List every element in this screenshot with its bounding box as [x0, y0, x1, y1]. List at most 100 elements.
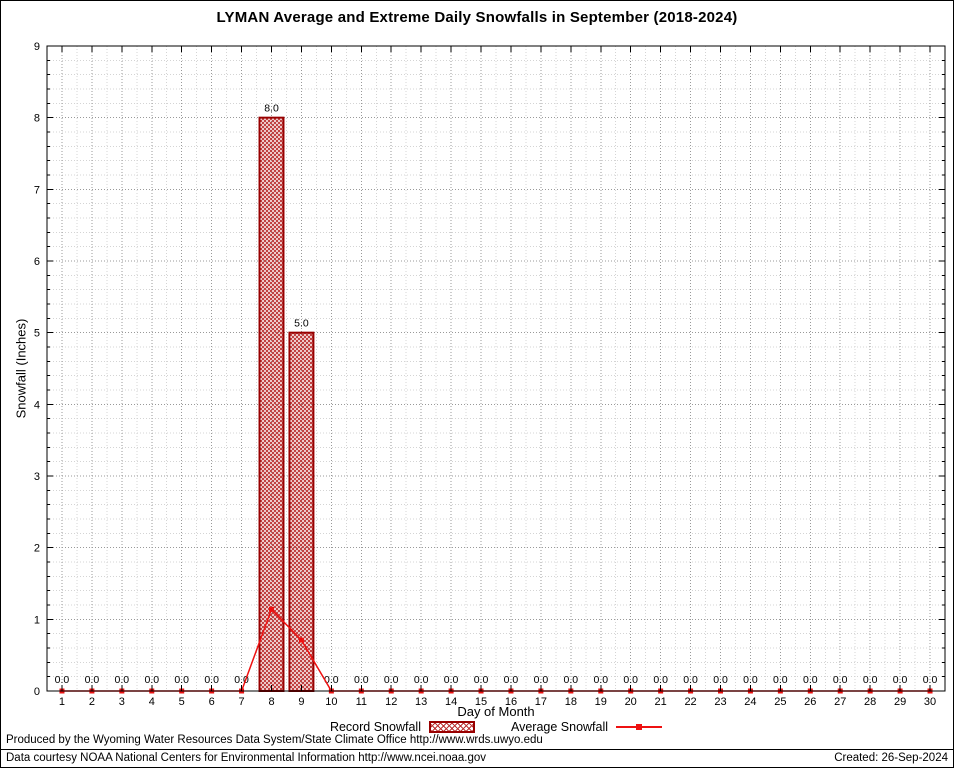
- value-label: 0.0: [773, 674, 788, 686]
- x-tick-label: 6: [209, 696, 215, 708]
- x-tick-label: 18: [565, 696, 577, 708]
- value-labels: 0.0 0.0 0.0 0.0 0.0 0.0 0.0 8.0 5.0 0.0 0.0 0.0 0.0 0…: [55, 103, 938, 686]
- legend: Record Snowfall Average Snowfall: [47, 720, 945, 734]
- grid-minor: [47, 46, 945, 691]
- x-tick-label: 29: [894, 696, 906, 708]
- x-tick-label: 30: [924, 696, 936, 708]
- x-tick-label: 1: [59, 696, 65, 708]
- y-tick-label: 9: [34, 41, 40, 53]
- average-marker: [298, 637, 304, 643]
- x-tick-label: 28: [864, 696, 876, 708]
- value-label: 0.0: [174, 674, 189, 686]
- value-label: 0.0: [593, 674, 608, 686]
- record-bars: [258, 116, 315, 692]
- value-label: 0.0: [55, 674, 70, 686]
- record-bar-swatch: [428, 721, 475, 733]
- x-tick-label: 26: [804, 696, 816, 708]
- footer-courtesy-text: Data courtesy NOAA National Centers for …: [6, 752, 487, 764]
- record-bar: [258, 116, 285, 692]
- average-line: [61, 607, 931, 692]
- x-tick-label: 22: [684, 696, 696, 708]
- footer-created-text: Created: 26-Sep-2024: [834, 752, 948, 764]
- y-tick-label: 2: [34, 543, 40, 555]
- value-label: 0.0: [384, 674, 399, 686]
- value-label: 0.0: [564, 674, 579, 686]
- value-label: 0.0: [204, 674, 219, 686]
- y-tick-labels: 0 1 2 3 4 5 6 7 8 9: [34, 41, 40, 698]
- average-line-swatch: [616, 721, 663, 733]
- value-label: 8.0: [264, 103, 279, 115]
- value-label: 0.0: [85, 674, 100, 686]
- footer: Produced by the Wyoming Water Resources …: [1, 732, 953, 767]
- plot-border: [46, 45, 946, 692]
- value-label: 0.0: [623, 674, 638, 686]
- value-label: 0.0: [144, 674, 159, 686]
- x-tick-label: 5: [179, 696, 185, 708]
- y-tick-label: 1: [34, 614, 40, 626]
- x-tick-label: 27: [834, 696, 846, 708]
- x-tick-label: 21: [655, 696, 667, 708]
- average-marker: [269, 606, 274, 612]
- plot-frame: [46, 45, 946, 692]
- x-tick-label: 24: [744, 696, 756, 708]
- value-label: 0.0: [354, 674, 369, 686]
- x-tick-label: 2: [89, 696, 95, 708]
- value-label: 0.0: [504, 674, 519, 686]
- value-label: 0.0: [324, 674, 339, 686]
- y-tick-label: 4: [34, 399, 40, 411]
- x-tick-label: 25: [774, 696, 786, 708]
- value-label: 0.0: [863, 674, 878, 686]
- footer-produced-text: Produced by the Wyoming Water Resources …: [6, 734, 543, 746]
- value-label: 0.0: [474, 674, 489, 686]
- value-label: 5.0: [294, 318, 309, 330]
- x-axis-label: Day of Month: [457, 704, 535, 719]
- point-marker-sample: [636, 724, 643, 730]
- value-label: 0.0: [234, 674, 249, 686]
- value-label: 0.0: [683, 674, 698, 686]
- x-tick-label: 7: [239, 696, 245, 708]
- x-tick-label: 14: [445, 696, 457, 708]
- value-label: 0.0: [743, 674, 758, 686]
- y-tick-label: 5: [34, 328, 40, 340]
- x-tick-label: 9: [298, 696, 304, 708]
- value-label: 0.0: [833, 674, 848, 686]
- x-tick-label: 19: [595, 696, 607, 708]
- x-tick-label: 10: [325, 696, 337, 708]
- y-tick-label: 8: [34, 113, 40, 125]
- x-tick-label: 15: [475, 696, 487, 708]
- value-label: 0.0: [534, 674, 549, 686]
- footer-bottom-row: Data courtesy NOAA National Centers for …: [1, 750, 953, 767]
- x-tick-labels: 1 2 3 4 5 6 7 8 9 10 11 12 13 14 15 16 17 18 19 20 21 22 23 24 2…: [59, 696, 936, 708]
- y-tick-label: 6: [34, 256, 40, 268]
- chart-title: LYMAN Average and Extreme Daily Snowfall…: [216, 9, 738, 26]
- x-tick-label: 3: [119, 696, 125, 708]
- x-tick-label: 12: [385, 696, 397, 708]
- legend-item-record: Record Snowfall: [330, 720, 475, 734]
- value-label: 0.0: [444, 674, 459, 686]
- legend-item-average: Average Snowfall: [510, 720, 663, 734]
- y-tick-label: 0: [34, 686, 40, 698]
- x-tick-label: 8: [268, 696, 274, 708]
- legend-average-label: Average Snowfall: [510, 720, 609, 734]
- value-label: 0.0: [713, 674, 728, 686]
- value-label: 0.0: [893, 674, 908, 686]
- x-tick-label: 16: [505, 696, 517, 708]
- value-label: 0.0: [803, 674, 818, 686]
- x-tick-label: 17: [535, 696, 547, 708]
- value-label: 0.0: [414, 674, 429, 686]
- y-tick-label: 7: [34, 184, 40, 196]
- x-tick-label: 13: [415, 696, 427, 708]
- x-tick-label: 4: [149, 696, 155, 708]
- x-tick-label: 23: [714, 696, 726, 708]
- value-label: 0.0: [115, 674, 130, 686]
- footer-separator: [1, 749, 953, 750]
- x-tick-label: 11: [356, 696, 367, 708]
- y-tick-label: 3: [34, 471, 40, 483]
- record-bar: [288, 331, 315, 692]
- value-label: 0.0: [923, 674, 938, 686]
- legend-record-label: Record Snowfall: [329, 720, 421, 734]
- value-label: 0.0: [653, 674, 668, 686]
- x-tick-label: 20: [625, 696, 637, 708]
